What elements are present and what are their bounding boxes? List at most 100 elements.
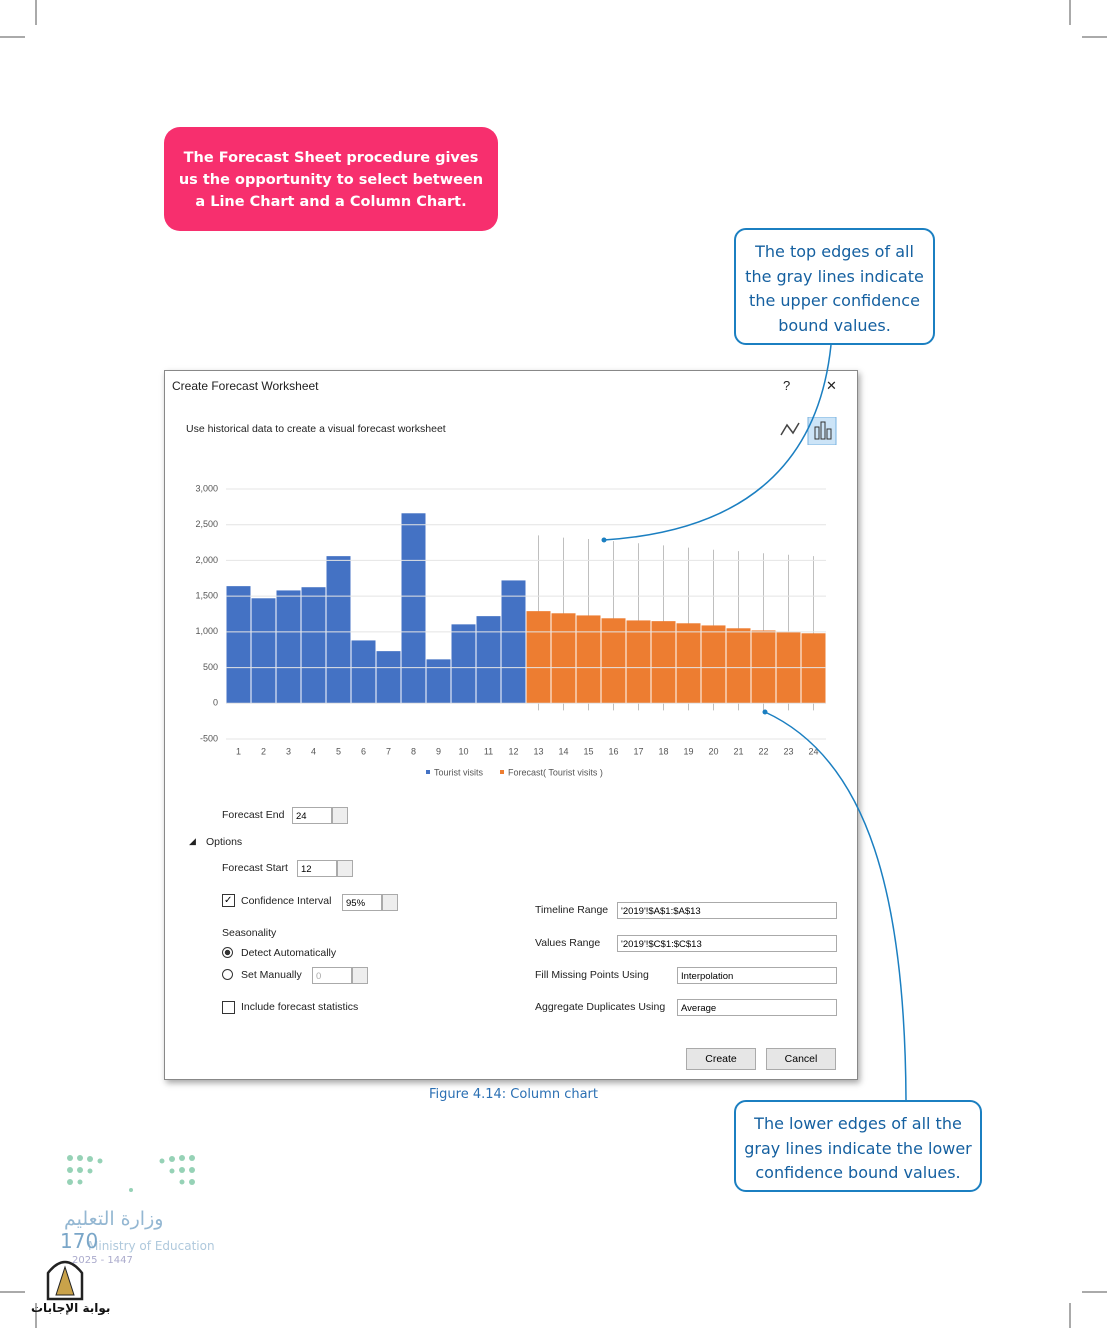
x-tick-label: 22 [758,746,768,756]
spinner[interactable] [337,860,353,877]
callout-lower: The lower edges of all the gray lines in… [734,1100,982,1192]
x-tick-label: 16 [608,746,618,756]
checkbox-checked[interactable]: ✓ [222,894,235,907]
confidence-input[interactable]: 95% [342,894,382,911]
radio-selected[interactable] [222,947,233,958]
bar [701,625,726,704]
x-tick-label: 21 [733,746,743,756]
x-tick-label: 19 [683,746,693,756]
field-label: Fill Missing Points Using [535,969,649,981]
field-label: Forecast End [222,809,285,821]
y-tick-label: -500 [200,733,218,743]
section-label: Seasonality [222,927,277,939]
x-tick-label: 10 [458,746,468,756]
bar [801,633,826,704]
x-tick-label: 11 [484,746,493,756]
bar [526,611,551,704]
radio-label: Detect Automatically [241,947,337,959]
legend-entry: Forecast( Tourist visits ) [500,767,603,777]
chart-type-buttons[interactable] [777,417,839,445]
bar [251,598,276,704]
bar [501,580,526,704]
spinner[interactable] [352,967,368,984]
figure-caption: Figure 4.14: Column chart [429,1087,598,1102]
field-label: Confidence Interval [241,895,332,907]
spinner[interactable] [382,894,398,911]
x-tick-label: 7 [386,746,391,756]
fill-dropdown[interactable]: Interpolation [677,967,837,984]
cancel-button[interactable]: Cancel [766,1048,836,1070]
y-tick-label: 2,000 [195,555,218,565]
bar [426,659,451,704]
line-chart-icon[interactable] [780,422,800,436]
bar [376,651,401,704]
bar [276,590,301,704]
bar [226,586,251,704]
x-tick-label: 18 [658,746,668,756]
aggregate-dropdown[interactable]: Average [677,999,837,1016]
x-tick-label: 24 [808,746,818,756]
bar [726,628,751,704]
bar [451,624,476,704]
help-button[interactable]: ? [783,378,791,393]
callout-upper: The top edges of all the gray lines indi… [734,228,935,345]
watermark-text: بوابة الإجابات [31,1301,111,1315]
forecast-end-input[interactable]: 24 [292,807,332,824]
timeline-input[interactable]: '2019'!$A$1:$A$13 [617,902,837,919]
values-input[interactable]: '2019'!$C$1:$C$13 [617,935,837,952]
field-label: Forecast Start [222,862,288,874]
radio[interactable] [222,969,233,980]
y-tick-label: 500 [203,662,218,672]
watermark-logo [46,1260,84,1301]
x-tick-label: 4 [311,746,316,756]
forecast-start-input[interactable]: 12 [297,860,337,877]
x-tick-label: 3 [286,746,291,756]
ministry-english: Ministry of Education [88,1239,215,1253]
spinner[interactable] [332,807,348,824]
radio-label: Set Manually [241,969,302,981]
x-tick-label: 13 [533,746,543,756]
manual-input[interactable]: 0 [312,967,352,984]
bar [476,616,501,704]
create-button[interactable]: Create [686,1048,756,1070]
x-tick-label: 1 [236,746,241,756]
dialog-title: Create Forecast Worksheet [172,379,319,393]
legend-label: Forecast( Tourist visits ) [508,767,603,777]
bar [751,630,776,704]
x-tick-label: 2 [261,746,266,756]
connector-dot [762,709,768,715]
x-tick-label: 5 [336,746,341,756]
legend-label: Tourist visits [434,767,484,777]
bar [551,613,576,704]
bar [676,623,701,704]
y-tick-label: 1,000 [195,626,218,636]
column-icon [826,428,832,440]
y-tick-label: 3,000 [195,483,218,493]
y-tick-label: 1,500 [195,591,218,601]
bar [301,587,326,704]
years: 2025 - 1447 [72,1255,133,1266]
bar [576,615,601,704]
expander[interactable]: ◢ [189,836,196,846]
column-icon [820,421,826,440]
x-tick-label: 15 [583,746,593,756]
x-tick-label: 6 [361,746,366,756]
bar [601,618,626,704]
options-toggle[interactable]: Options [206,836,243,848]
field-label: Values Range [535,937,601,949]
checkbox[interactable] [222,1001,235,1014]
y-tick-label: 0 [213,698,218,708]
field-label: Timeline Range [535,904,609,916]
close-button[interactable]: ✕ [826,378,837,393]
page-number: 170 [60,1229,99,1253]
ministry-arabic: وزارة التعليم [64,1208,164,1230]
x-tick-label: 20 [708,746,718,756]
x-tick-label: 23 [783,746,793,756]
column-icon [814,426,820,440]
dialog-subtitle: Use historical data to create a visual f… [186,423,446,435]
x-tick-label: 14 [558,746,568,756]
bar [351,640,376,704]
